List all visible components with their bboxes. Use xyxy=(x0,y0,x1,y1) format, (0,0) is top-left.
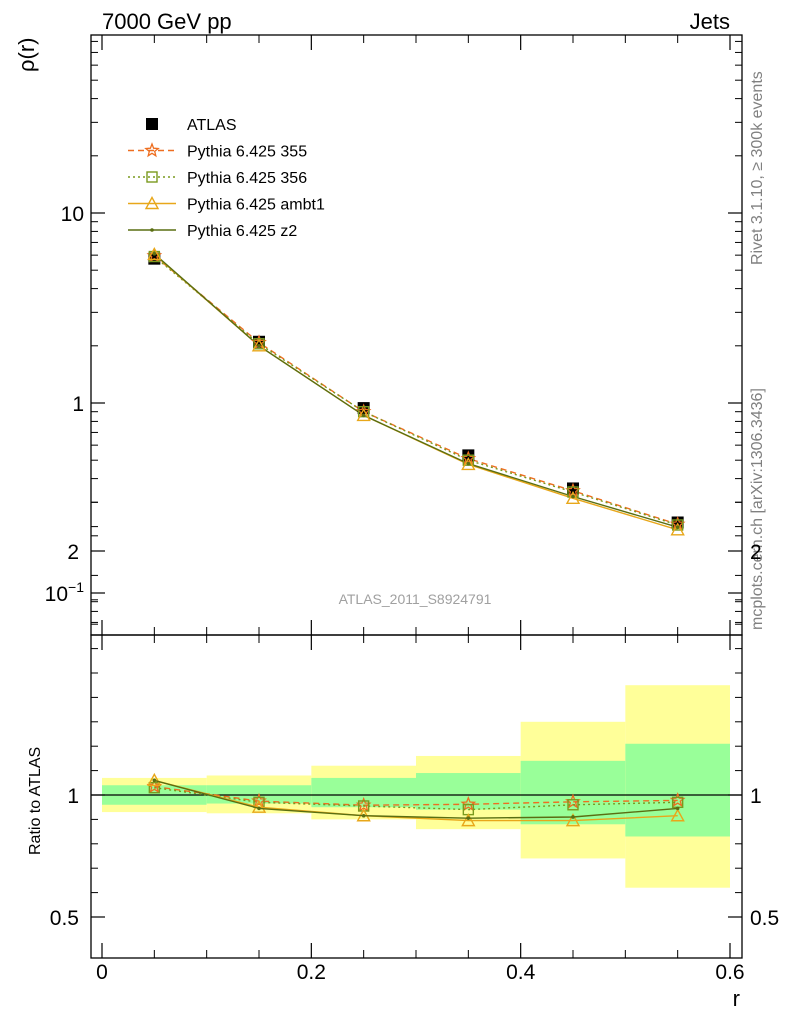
ratio-y-tick-label-right: 2 xyxy=(750,541,762,564)
ratio-point xyxy=(567,799,579,811)
x-axis-title: r xyxy=(733,986,740,1011)
mc-data-point xyxy=(147,247,162,261)
main-y-tick-label: 10−1 xyxy=(45,579,85,606)
mc-data-point xyxy=(152,251,157,256)
ratio-y-tick-label: 1 xyxy=(67,785,79,808)
ratio-y-tick-label: 2 xyxy=(67,541,79,564)
rivet-version-label: Rivet 3.1.10, ≥ 300k events xyxy=(749,71,766,265)
ratio-point xyxy=(571,815,575,819)
legend-label: Pythia 6.425 z2 xyxy=(187,223,297,240)
mc-data-point xyxy=(675,525,680,529)
legend-label: Pythia 6.425 ambt1 xyxy=(187,197,325,214)
ratio-point xyxy=(460,796,477,811)
mc-series-line xyxy=(153,253,678,528)
mc-series-line xyxy=(153,255,678,525)
ratio-point xyxy=(565,813,581,827)
ratio-point xyxy=(152,778,157,783)
legend-label: Pythia 6.425 356 xyxy=(187,170,307,187)
legend-label: ATLAS xyxy=(187,117,237,134)
legend-marker xyxy=(144,196,160,210)
mc-data-point xyxy=(257,344,261,348)
ratio-y-tick-label-right: 0.5 xyxy=(750,907,779,930)
legend-marker xyxy=(150,228,154,232)
ratio-series-line xyxy=(154,779,678,819)
ratio-point xyxy=(461,813,476,827)
uncertainty-band-inner xyxy=(311,777,416,808)
ratio-point xyxy=(147,772,162,787)
header-observable-label: Jets xyxy=(690,9,730,34)
ratio-point xyxy=(675,806,680,811)
ratio-point xyxy=(466,816,471,820)
ratio-point xyxy=(670,808,685,822)
main-y-tick-label: 1 xyxy=(72,393,84,416)
main-y-axis-title: ρ(r) xyxy=(14,38,39,73)
x-tick-label: 0.2 xyxy=(297,961,326,984)
mc-series-line xyxy=(153,253,678,531)
legend-label: Pythia 6.425 355 xyxy=(187,144,307,161)
mcplots-reference-label: mcplots.cern.ch [arXiv:1306.3436] xyxy=(749,388,766,630)
analysis-watermark: ATLAS_2011_S8924791 xyxy=(339,591,492,607)
ratio-series-line xyxy=(154,779,678,822)
main-panel xyxy=(146,247,686,536)
x-tick-label: 0.4 xyxy=(506,961,536,984)
mc-data-point xyxy=(466,461,471,466)
mc-data-point xyxy=(671,519,684,531)
mc-data-point xyxy=(571,494,575,499)
x-tick-label: 0 xyxy=(96,961,108,984)
ratio-y-tick-label-right: 1 xyxy=(750,785,762,808)
mc-data-point xyxy=(361,413,366,418)
mc-data-point xyxy=(461,456,476,471)
mc-series-line xyxy=(153,255,678,526)
ratio-point xyxy=(257,806,261,811)
ratio-panel xyxy=(91,685,742,888)
ratio-y-axis-title: Ratio to ATLAS xyxy=(27,747,44,855)
ratio-y-tick-label: 0.5 xyxy=(50,907,79,930)
mc-data-point xyxy=(670,522,685,536)
axes-frame: 10−1 1 10 0.5 0.5 1 1 2 2 0 0.2 0.4 0.6 xyxy=(45,34,779,984)
main-y-tick-label: 10 xyxy=(61,203,84,226)
ratio-point xyxy=(148,781,161,794)
mc-data-point xyxy=(565,490,581,505)
legend-marker xyxy=(146,171,158,183)
uncertainty-band-inner xyxy=(625,743,730,837)
mc-data-point xyxy=(356,407,371,422)
ratio-point xyxy=(251,799,267,813)
x-tick-label: 0.6 xyxy=(715,961,744,984)
ratio-point xyxy=(361,813,366,818)
header-process-label: 7000 GeV pp xyxy=(102,9,232,34)
legend-marker xyxy=(146,118,158,130)
legend: ATLAS Pythia 6.425 355 Pythia 6.425 356 Pyt… xyxy=(128,117,325,240)
mc-data-point xyxy=(251,338,267,352)
ratio-series-line xyxy=(154,785,678,806)
legend-marker xyxy=(144,142,160,158)
